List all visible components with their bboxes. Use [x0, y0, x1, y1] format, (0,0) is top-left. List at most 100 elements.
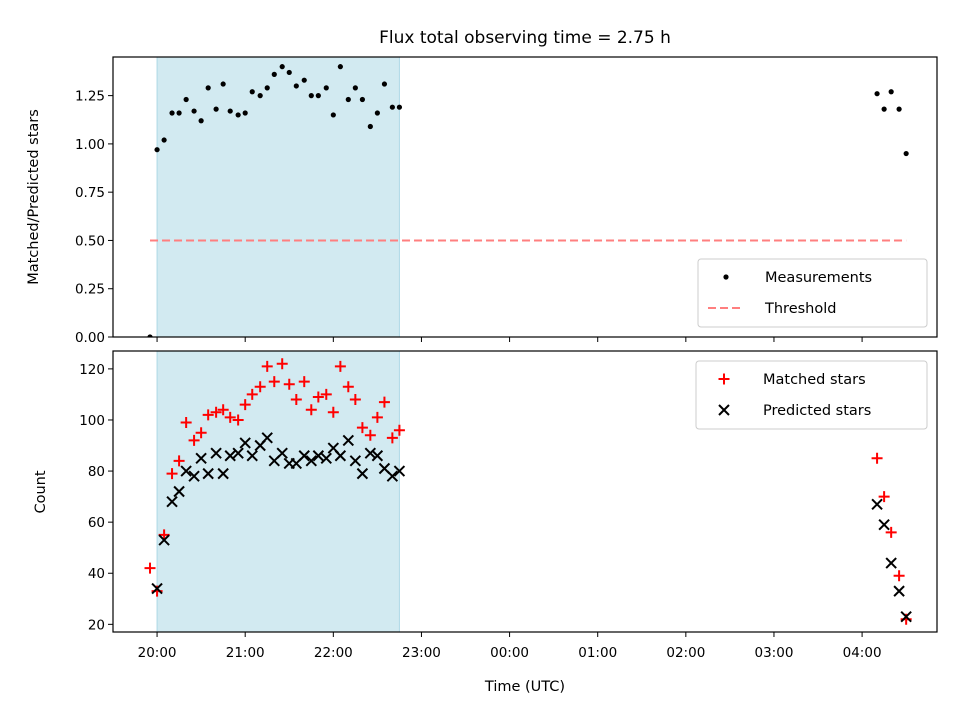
matched-star-point — [173, 455, 185, 467]
legend-entry: Matched stars — [763, 372, 866, 388]
x-tick-label: 20:00 — [138, 645, 177, 661]
measurement-point — [896, 106, 902, 112]
bottom-y-tick-label: 60 — [88, 515, 105, 531]
matched-star-point — [202, 409, 214, 421]
predicted-star-point — [261, 432, 273, 444]
measurement-point — [352, 85, 358, 91]
predicted-star-point — [386, 470, 399, 482]
x-tick-label: 02:00 — [666, 645, 705, 661]
matched-star-point — [334, 360, 346, 372]
matched-star-point — [393, 424, 405, 436]
matched-star-point — [180, 417, 192, 429]
measurement-point — [359, 96, 366, 103]
predicted-star-point — [202, 467, 214, 480]
bottom-y-tick-label: 100 — [79, 413, 105, 429]
bottom-y-axis-label: Count — [33, 470, 49, 513]
measurement-point — [198, 118, 204, 124]
matched-star-point — [312, 391, 324, 403]
matched-star-point — [885, 526, 897, 538]
measurement-point — [874, 91, 880, 97]
bottom-y-tick-label: 120 — [79, 362, 105, 378]
matched-star-point — [364, 429, 376, 441]
measurement-point — [242, 110, 248, 116]
matched-star-point — [158, 529, 170, 541]
top-y-tick-label: 0.25 — [75, 282, 105, 298]
measurement-point — [367, 123, 373, 130]
legend-measurements-marker — [723, 274, 729, 280]
measurement-point — [293, 83, 299, 89]
measurement-point — [381, 81, 388, 87]
top-legend: Measurements Threshold — [697, 258, 928, 328]
predicted-star-point — [885, 557, 897, 569]
matched-star-point — [290, 394, 302, 406]
matched-star-point — [276, 358, 288, 370]
bottom-panel-counts: 20 40 60 80 100 120 20:00 21:00 22:00 23:00 00:00 0… — [79, 350, 938, 661]
bottom-legend-box — [695, 360, 928, 430]
predicted-star-point — [356, 467, 369, 480]
measurement-point — [169, 110, 175, 116]
matched-star-point — [268, 376, 280, 388]
measurement-point — [881, 106, 887, 112]
predicted-star-point — [334, 450, 347, 462]
matched-star-point — [349, 394, 361, 406]
predicted-star-point — [298, 450, 310, 462]
predicted-star-point — [151, 582, 163, 595]
top-y-tick-label: 1.00 — [75, 137, 105, 153]
matched-star-point — [144, 562, 156, 574]
measurement-point — [389, 104, 395, 110]
matched-star-point — [195, 427, 207, 439]
top-legend-box — [697, 258, 928, 328]
bottom-y-tick-label: 40 — [88, 566, 105, 582]
measurement-point — [220, 81, 226, 87]
predicted-star-point — [364, 447, 377, 459]
x-tick-label: 21:00 — [226, 645, 265, 661]
measurement-point — [286, 69, 292, 76]
predicted-star-point — [210, 447, 222, 459]
top-y-axis-label: Matched/Predicted stars — [26, 109, 42, 285]
top-axes-frame — [112, 56, 938, 338]
predicted-star-point — [393, 465, 406, 477]
top-y-tick-label: 0.75 — [75, 185, 105, 201]
bottom-axes-frame — [112, 350, 938, 633]
predicted-star-point — [246, 450, 258, 462]
measurement-point — [213, 106, 219, 112]
predicted-star-point — [217, 467, 229, 480]
x-axis-label: Time (UTC) — [484, 679, 565, 695]
measurement-point — [249, 89, 255, 95]
matched-star-point — [254, 381, 266, 393]
legend-entry: Measurements — [765, 270, 872, 286]
measurement-point — [374, 110, 380, 116]
matched-star-point — [893, 570, 905, 582]
top-y-tick-label: 1.25 — [75, 89, 105, 105]
measurement-point — [257, 93, 263, 99]
matched-star-point — [298, 376, 310, 388]
measurement-point — [191, 108, 197, 114]
measurement-point — [154, 147, 160, 153]
matched-star-point — [224, 411, 236, 423]
measurement-point — [888, 89, 894, 95]
matched-star-point — [356, 422, 368, 434]
matched-star-point — [283, 378, 295, 390]
predicted-star-point — [312, 450, 325, 462]
predicted-star-point — [320, 452, 332, 464]
x-tick-label: 22:00 — [314, 645, 353, 661]
matched-star-point — [239, 399, 251, 411]
measurement-point — [396, 104, 403, 110]
predicted-star-point — [342, 434, 355, 447]
matched-star-point — [217, 404, 229, 416]
measurement-point — [147, 334, 153, 337]
x-tick-label: 01:00 — [578, 645, 617, 661]
predicted-star-point — [900, 610, 912, 623]
legend-entry: Threshold — [764, 301, 836, 317]
x-tick-label: 23:00 — [402, 645, 441, 661]
predicted-star-point — [878, 519, 890, 531]
measurement-point — [176, 110, 182, 116]
measurement-point — [308, 93, 314, 99]
predicted-star-point — [195, 452, 207, 464]
bottom-data — [144, 358, 912, 625]
predicted-star-point — [166, 496, 178, 508]
measurement-point — [161, 137, 167, 143]
matched-star-point — [246, 388, 258, 400]
predicted-star-point — [349, 455, 362, 467]
matched-star-point — [371, 411, 383, 423]
